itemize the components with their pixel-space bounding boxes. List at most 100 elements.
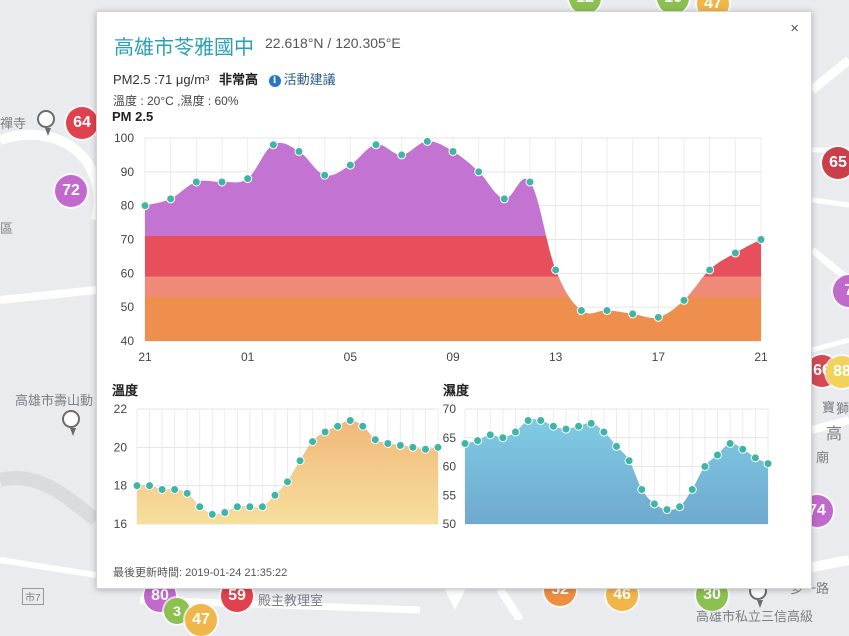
data-point [166, 194, 176, 204]
landmark-pin-icon[interactable] [37, 110, 55, 136]
y-tick-label: 70 [443, 402, 457, 416]
data-point [448, 147, 458, 157]
aqi-marker[interactable]: 64 [66, 107, 98, 139]
aqi-marker-value: 46 [613, 586, 631, 603]
y-tick-label: 22 [114, 402, 128, 416]
data-point [653, 312, 663, 322]
aqi-marker[interactable]: 72 [55, 175, 87, 207]
data-point [687, 485, 697, 494]
data-point [725, 439, 735, 448]
map-label: 廟 [816, 450, 830, 465]
popup-charts: 40 50 60 70 80 90 100 21 01 05 09 13 17 21 16 18 20 22 5… [114, 131, 773, 531]
data-point [730, 248, 740, 258]
data-point [499, 194, 509, 204]
data-point [649, 499, 659, 509]
y-tick-label: 100 [114, 131, 134, 145]
aqi-marker[interactable]: 47 [185, 604, 217, 636]
x-tick-label: 05 [344, 350, 358, 364]
aqi-marker-value: 80 [151, 587, 169, 604]
y-tick-label: 60 [443, 460, 457, 474]
close-button[interactable]: × [790, 20, 799, 37]
data-point [713, 450, 722, 460]
data-point [170, 485, 180, 494]
aqi-marker[interactable]: 12 [569, 0, 601, 14]
data-point [243, 174, 253, 184]
data-point [345, 416, 355, 425]
area-fill [145, 141, 761, 341]
x-tick-label: 21 [138, 350, 152, 364]
aqi-marker[interactable]: 7 [833, 275, 849, 307]
data-point [576, 306, 586, 316]
map-label: 高 [826, 426, 843, 443]
data-point [132, 481, 142, 491]
aqi-marker[interactable]: 65 [822, 147, 849, 179]
x-tick-label: 09 [446, 350, 460, 364]
data-point [460, 439, 470, 448]
data-point [422, 136, 432, 146]
data-point [408, 442, 418, 452]
data-point [602, 306, 612, 316]
data-point [345, 160, 355, 170]
data-point [295, 456, 305, 466]
y-tick-label: 50 [443, 517, 457, 531]
last-updated: 最後更新時間: 2019-01-24 21:35:22 [113, 567, 288, 579]
station-coordinates: 22.618°N / 120.305°E [265, 35, 401, 51]
data-point [536, 416, 546, 425]
map-label: 獅 [836, 401, 849, 416]
data-point [599, 427, 609, 437]
data-point [756, 235, 766, 244]
aqi-marker[interactable]: 16 [657, 0, 689, 14]
aqi-marker-value: 74 [808, 502, 826, 519]
map-label: 市7 [22, 588, 44, 605]
data-point [433, 442, 443, 452]
aqi-marker-value: 65 [829, 154, 847, 171]
pm25-level: 非常高 [218, 72, 258, 87]
y-tick-label: 16 [114, 517, 128, 531]
data-point [705, 265, 715, 275]
weather-summary: 溫度 : 20°C ,濕度 : 60% [113, 94, 239, 108]
data-point [257, 502, 267, 512]
data-point [182, 488, 192, 498]
aqi-marker-value: 16 [664, 0, 682, 6]
activity-advice-link[interactable]: i 活動建議 [268, 72, 336, 87]
x-tick-label: 21 [754, 350, 768, 364]
area-fill [465, 419, 768, 524]
y-tick-label: 50 [121, 300, 135, 314]
y-tick-label: 20 [114, 440, 128, 454]
map-label: 寶 [822, 400, 836, 415]
data-point [738, 444, 748, 454]
aqi-marker-value: 72 [62, 182, 80, 199]
data-point [763, 459, 773, 469]
data-point [358, 421, 368, 431]
aqi-marker-value: 64 [73, 114, 91, 131]
data-point [145, 481, 155, 491]
y-tick-label: 90 [121, 165, 135, 179]
aqi-marker[interactable]: 88 [826, 356, 849, 388]
data-point [294, 147, 304, 157]
data-point [637, 485, 647, 494]
y-tick-label: 18 [114, 479, 128, 493]
data-point [675, 502, 685, 512]
data-point [574, 421, 584, 431]
data-point [191, 177, 201, 187]
data-point [474, 167, 484, 177]
landmark-pin-icon[interactable] [62, 410, 80, 436]
temperature-chart: 16 18 20 22 [114, 402, 443, 531]
data-point [395, 440, 405, 450]
x-tick-label: 01 [241, 350, 255, 364]
data-point [270, 490, 280, 500]
map-label: 高雄市壽山動 [15, 393, 94, 408]
data-point [750, 453, 760, 463]
data-point [561, 424, 571, 434]
data-point [333, 421, 343, 431]
data-point [551, 265, 561, 275]
data-point [140, 201, 150, 211]
data-point [370, 435, 380, 445]
data-point [473, 436, 483, 446]
aqi-marker-value: 12 [576, 0, 594, 6]
map-label: 禪寺 [0, 116, 27, 131]
activity-advice-label: 活動建議 [283, 72, 336, 87]
data-point [217, 177, 227, 187]
area-fill [137, 420, 438, 524]
